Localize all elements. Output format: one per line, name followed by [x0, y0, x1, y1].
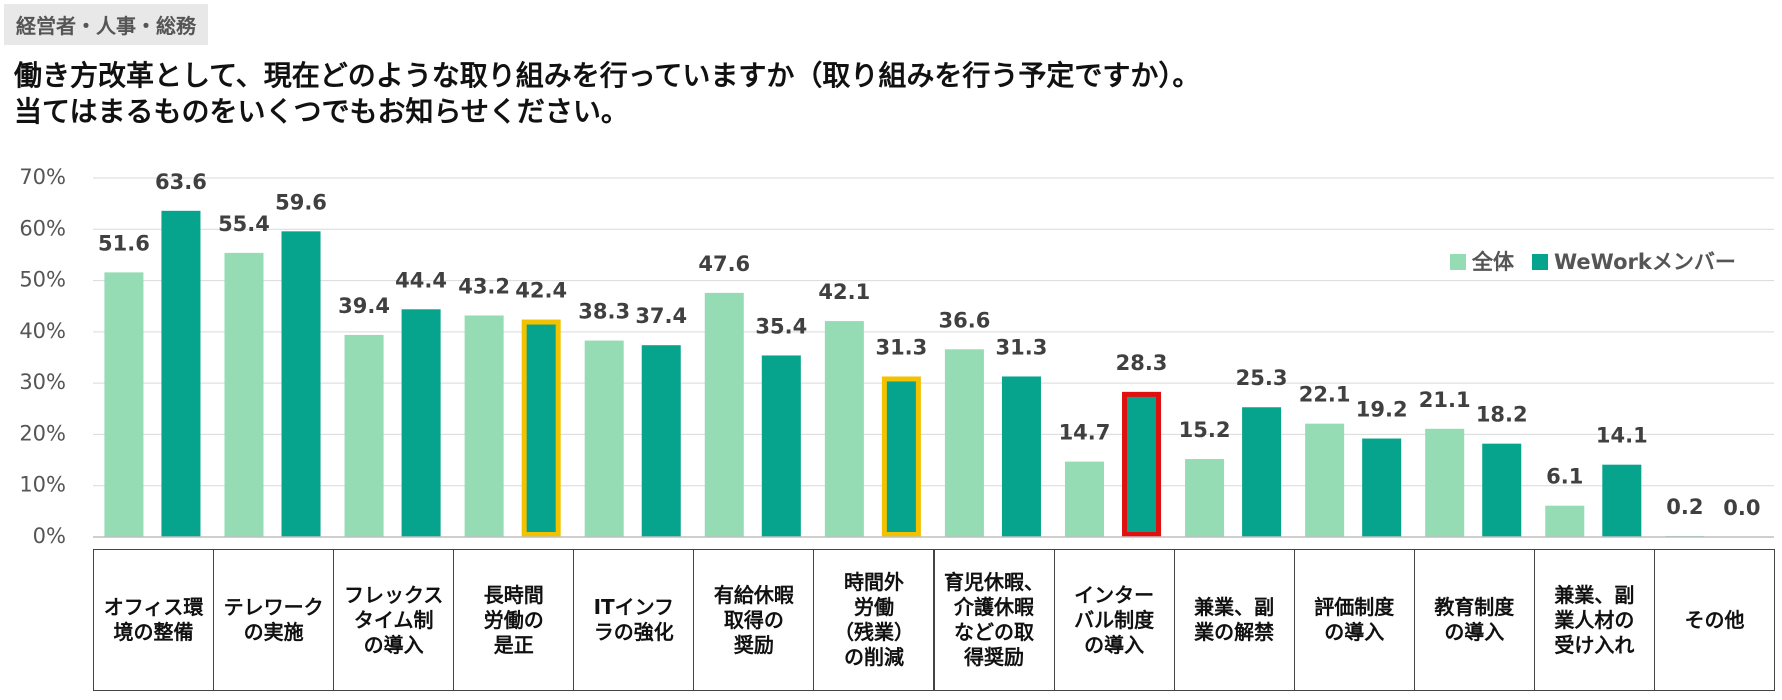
bar	[1242, 407, 1282, 537]
value-label: 37.4	[635, 304, 687, 328]
x-tick-label: テレワーク の実施	[213, 549, 335, 691]
legend-label: 全体	[1471, 250, 1515, 274]
value-label: 42.4	[515, 279, 567, 303]
value-label: 63.6	[155, 170, 207, 194]
value-label: 15.2	[1179, 418, 1231, 442]
value-label: 21.1	[1419, 388, 1471, 412]
value-label: 0.2	[1666, 495, 1703, 519]
x-tick-label: 時間外 労働 （残業） の削減	[813, 549, 935, 691]
x-tick-label: 長時間 労働の 是正	[453, 549, 575, 691]
value-label: 39.4	[338, 294, 390, 318]
x-tick-label: オフィス環 境の整備	[93, 549, 215, 691]
y-tick-label: 10%	[19, 473, 66, 497]
bar	[1185, 459, 1225, 537]
y-tick-label: 70%	[19, 165, 66, 189]
y-tick-label: 0%	[33, 524, 66, 548]
bar	[1064, 461, 1105, 537]
y-tick-label: 40%	[19, 319, 66, 343]
legend-swatch	[1450, 254, 1466, 270]
bar	[344, 334, 384, 537]
value-label: 35.4	[755, 314, 807, 338]
x-tick-label: 兼業、副 業人材の 受け入れ	[1533, 549, 1655, 691]
bar	[584, 340, 624, 537]
value-label: 28.3	[1116, 351, 1168, 375]
bar	[1001, 376, 1041, 537]
value-label: 22.1	[1299, 383, 1351, 407]
value-label: 31.3	[996, 335, 1048, 359]
bar	[1482, 443, 1522, 537]
bar	[1362, 438, 1402, 537]
x-tick-label: インター バル制度 の導入	[1053, 549, 1175, 691]
legend-label: WeWorkメンバー	[1554, 250, 1736, 274]
x-tick-label: 教育制度 の導入	[1413, 549, 1535, 691]
value-label: 0.0	[1723, 496, 1760, 520]
bar	[521, 319, 561, 538]
value-label: 55.4	[218, 212, 270, 236]
bar	[1305, 423, 1345, 537]
bar	[104, 272, 144, 537]
x-tick-label: ITインフ ラの強化	[573, 549, 695, 691]
bar	[224, 252, 264, 537]
bar	[161, 210, 201, 537]
x-tick-label: 兼業、副 業の解禁	[1173, 549, 1295, 691]
value-label: 19.2	[1356, 398, 1408, 422]
value-label: 14.1	[1596, 424, 1648, 448]
x-tick-label: 育児休暇、 介護休暇 などの取 得奨励	[933, 549, 1055, 691]
chart-title: 働き方改革として、現在どのような取り組みを行っていますか（取り組みを行う予定です…	[14, 59, 1201, 128]
bar	[281, 231, 321, 537]
x-tick-label: 評価制度 の導入	[1293, 549, 1415, 691]
bar	[1425, 428, 1465, 537]
bar	[761, 355, 801, 537]
x-tick-label: 有給休暇 取得の 奨励	[693, 549, 815, 691]
value-label: 18.2	[1476, 403, 1528, 427]
value-label: 36.6	[939, 308, 991, 332]
value-label: 51.6	[98, 231, 150, 255]
legend-swatch	[1532, 254, 1548, 270]
y-tick-label: 60%	[19, 216, 66, 240]
bar	[944, 349, 984, 537]
bar	[1122, 391, 1162, 537]
value-label: 43.2	[458, 274, 510, 298]
bar	[641, 345, 681, 537]
bar	[881, 376, 921, 537]
y-tick-label: 20%	[19, 421, 66, 445]
bar	[1602, 464, 1642, 537]
value-label: 14.7	[1059, 421, 1111, 445]
bar	[401, 309, 441, 537]
value-label: 42.1	[818, 280, 870, 304]
x-tick-label: その他	[1653, 549, 1775, 691]
y-tick-label: 30%	[19, 370, 66, 394]
value-label: 31.3	[875, 335, 927, 359]
value-label: 25.3	[1236, 366, 1288, 390]
y-tick-label: 50%	[19, 268, 66, 292]
value-label: 59.6	[275, 190, 327, 214]
value-label: 38.3	[578, 300, 630, 324]
bar	[464, 315, 504, 537]
value-label: 6.1	[1546, 465, 1583, 489]
value-label: 47.6	[698, 252, 750, 276]
bar	[704, 292, 744, 537]
bar	[824, 321, 864, 537]
tag: 経営者・人事・総務	[4, 4, 208, 45]
x-tick-label: フレックス タイム制 の導入	[333, 549, 455, 691]
bar	[1545, 505, 1585, 537]
value-label: 44.4	[395, 268, 447, 292]
